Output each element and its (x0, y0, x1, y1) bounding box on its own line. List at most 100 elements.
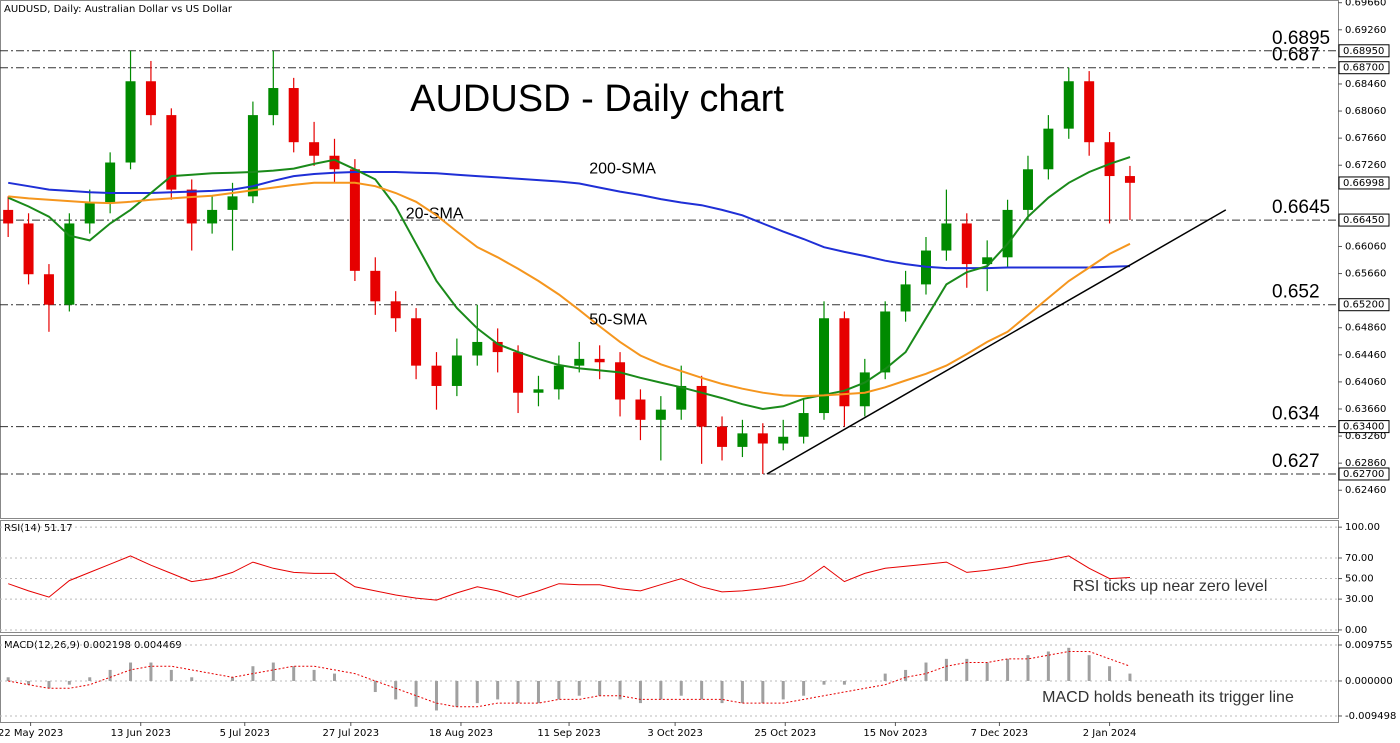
candle-body (859, 372, 870, 407)
rsi-panel (0, 520, 1339, 633)
candle-body (431, 365, 442, 386)
candle-body (533, 389, 544, 393)
x-tick-label: 5 Jul 2023 (220, 728, 270, 739)
candle-body (186, 189, 197, 224)
y-tick-label: 0.63660 (1345, 404, 1386, 415)
y-tick-label: 0.63260 (1345, 431, 1386, 442)
macd-panel (0, 635, 1339, 723)
candle-body (513, 352, 524, 393)
candle-body (390, 301, 401, 319)
last-price-label: 0.66998 (1343, 178, 1384, 189)
price-marker (1338, 467, 1390, 481)
candle-body (635, 399, 646, 420)
y-tick-label: 0.00 (1345, 625, 1367, 636)
level-label: 0.6645 (1272, 197, 1330, 218)
candle-body (778, 436, 789, 444)
candle-body (1104, 142, 1115, 177)
candle-body (125, 81, 136, 163)
y-tick-label: 0.009755 (1345, 640, 1393, 651)
price-marker-label: 0.68700 (1343, 63, 1384, 74)
level-label: 0.6895 (1272, 28, 1330, 49)
x-tick-label: 2 Jan 2024 (1083, 728, 1137, 739)
y-tick-label: 0.65660 (1345, 269, 1386, 280)
candle-body (370, 270, 381, 302)
candle-body (615, 362, 626, 400)
chart-title: AUDUSD - Daily chart (410, 78, 784, 120)
candle-body (166, 115, 177, 190)
x-tick-label: 22 May 2023 (0, 728, 63, 739)
candle-body (757, 433, 768, 444)
candle-body (411, 318, 422, 366)
sma-label: 50-SMA (589, 311, 647, 328)
macd-annotation: MACD holds beneath its trigger line (1042, 689, 1294, 706)
candle-body (268, 88, 279, 116)
candle-body (819, 318, 830, 414)
sma-line (8, 181, 1131, 398)
candle-body (64, 223, 75, 305)
rsi-annotation: RSI ticks up near zero level (1073, 578, 1268, 595)
level-label: 0.652 (1272, 282, 1320, 303)
price-marker (1338, 61, 1390, 75)
candle-body (941, 223, 952, 251)
price-marker-label: 0.65200 (1343, 300, 1384, 311)
candle-body (676, 385, 687, 410)
candle-body (309, 142, 320, 156)
candle-body (207, 209, 218, 224)
candle-body (594, 358, 605, 363)
candle-body (737, 433, 748, 447)
macd-header: MACD(12,26,9) 0.002198 0.004469 (4, 640, 182, 651)
candle-body (1002, 209, 1013, 258)
price-marker (1338, 298, 1390, 312)
y-tick-label: 0.69260 (1345, 25, 1386, 36)
candle-body (717, 426, 728, 447)
y-tick-label: 0.67660 (1345, 133, 1386, 144)
level-label: 0.634 (1272, 404, 1320, 425)
candle-body (288, 88, 299, 143)
candle-body (23, 223, 34, 275)
price-marker (1338, 213, 1390, 227)
price-marker (1338, 44, 1390, 58)
y-tick-label: 0.64860 (1345, 323, 1386, 334)
y-tick-label: -0.009498 (1345, 711, 1396, 722)
rsi-line (8, 555, 1131, 601)
candle-body (839, 318, 850, 407)
candle-body (84, 203, 95, 224)
y-tick-label: 0.64060 (1345, 377, 1386, 388)
y-tick-label: 50.00 (1345, 574, 1374, 585)
candle-body (1043, 128, 1054, 170)
chart-header: AUDUSD, Daily: Australian Dollar vs US D… (4, 4, 233, 15)
candle-body (3, 209, 14, 224)
y-tick-label: 100.00 (1345, 522, 1380, 533)
last-price-marker (1338, 176, 1390, 190)
y-tick-label: 70.00 (1345, 553, 1374, 564)
candle-body (696, 385, 707, 427)
price-marker-label: 0.68950 (1343, 46, 1384, 57)
main-panel (0, 0, 1339, 519)
candle-body (1124, 176, 1135, 183)
candle-body (145, 81, 156, 116)
candle-body (982, 257, 993, 265)
y-tick-label: 0.64460 (1345, 350, 1386, 361)
level-label: 0.687 (1272, 45, 1320, 66)
candle-body (553, 365, 564, 390)
sma-label: 200-SMA (589, 161, 656, 178)
x-tick-label: 27 Jul 2023 (323, 728, 380, 739)
price-marker-label: 0.62700 (1343, 469, 1384, 480)
candle-body (655, 409, 666, 420)
candle-body (1084, 81, 1095, 143)
candle-body (1063, 81, 1074, 129)
candle-body (574, 358, 585, 366)
candle-body (900, 284, 911, 312)
sma-line (7, 156, 1131, 411)
y-tick-label: 0.69660 (1345, 0, 1386, 9)
candle-body (43, 274, 54, 305)
x-tick-label: 25 Oct 2023 (754, 728, 816, 739)
candle-body (451, 355, 462, 386)
candle-body (961, 223, 972, 265)
candle-body (1022, 169, 1033, 210)
y-tick-label: 0.000000 (1345, 676, 1393, 687)
y-tick-label: 0.68460 (1345, 79, 1386, 90)
candle-body (227, 196, 238, 210)
candle-body (349, 169, 360, 271)
